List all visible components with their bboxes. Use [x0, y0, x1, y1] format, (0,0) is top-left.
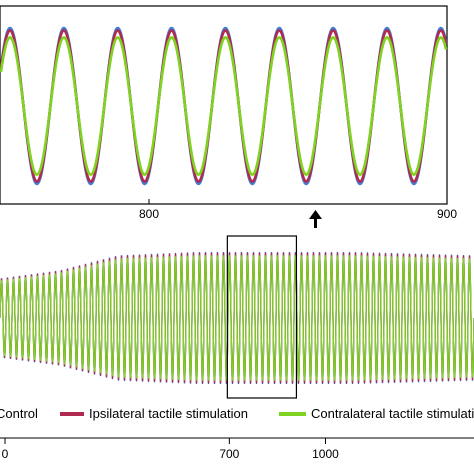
zoomed-series-group: [0, 26, 448, 186]
zoomed-x-tick-label: 900: [437, 207, 457, 221]
legend-label-ipsilateral: Ipsilateral tactile stimulation: [89, 406, 248, 421]
zoomed-series-line-ipsilateral-tactile-stimulation: [0, 29, 448, 183]
overview-x-axis: 0 700 1000: [0, 437, 474, 461]
zoomed-x-axis: 800 900: [139, 199, 457, 221]
legend-label-control: Control: [0, 406, 38, 421]
zoomed-x-tick-label: 800: [139, 207, 159, 221]
zoom-arrow-icon: [309, 210, 322, 228]
legend: Control Ipsilateral tactile stimulation …: [0, 406, 474, 421]
overview-x-tick-label: 1000: [312, 447, 339, 461]
overview-x-ticks: 0 700 1000: [2, 438, 339, 461]
overview-series-group: [0, 251, 474, 385]
zoomed-series-line-contralateral-tactile-stimulation: [0, 36, 448, 176]
legend-label-contralateral: Contralateral tactile stimulation: [311, 406, 474, 421]
zoomed-panel: 800 900: [0, 5, 457, 221]
overview-x-tick-label: 700: [219, 447, 239, 461]
overview-panel: [0, 235, 474, 399]
overview-x-tick-label: 0: [2, 447, 9, 461]
zoom-region-box: [226, 235, 298, 399]
overview-series-line-contralateral-tactile-stimulation: [0, 255, 474, 381]
zoomed-panel-frame: [0, 5, 448, 205]
